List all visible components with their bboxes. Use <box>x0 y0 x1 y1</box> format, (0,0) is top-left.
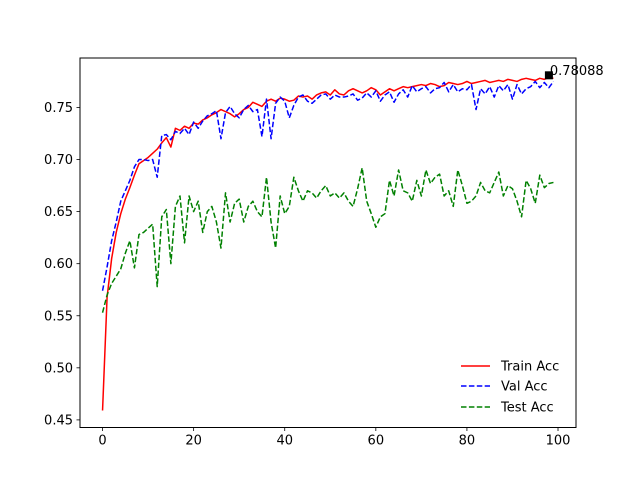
x-tick-label: 100 <box>546 434 571 449</box>
y-tick-label: 0.60 <box>44 257 73 272</box>
y-tick-label: 0.70 <box>44 153 73 168</box>
y-tick-label: 0.50 <box>44 361 73 376</box>
legend-label: Train Acc <box>500 360 559 375</box>
x-tick-label: 80 <box>459 434 476 449</box>
legend: Train Acc Val Acc Test Acc <box>461 360 559 416</box>
legend-label: Test Acc <box>500 401 554 416</box>
axes-frame <box>79 57 577 428</box>
series-line-train-acc <box>101 76 554 411</box>
series-line-val-acc <box>101 80 555 291</box>
x-tick-label: 40 <box>276 434 293 449</box>
legend-label: Val Acc <box>501 380 548 395</box>
y-axis: 0.45 0.50 0.55 0.60 0.65 0.70 0.75 <box>44 101 80 428</box>
x-tick-label: 0 <box>98 434 106 449</box>
x-tick-label: 60 <box>368 434 385 449</box>
y-tick-label: 0.55 <box>44 309 73 324</box>
y-tick-label: 0.65 <box>44 205 73 220</box>
y-tick-label: 0.75 <box>44 101 73 116</box>
best-value-label: 0.78088 <box>550 64 604 79</box>
series-layer <box>101 76 555 411</box>
annotation-layer: 0.78088 <box>544 64 604 80</box>
best-value-marker <box>544 71 553 80</box>
y-tick-label: 0.45 <box>44 413 73 428</box>
x-tick-label: 20 <box>185 434 202 449</box>
series-line-test-acc <box>101 167 554 313</box>
x-axis: 0 20 40 60 80 100 <box>98 427 571 449</box>
